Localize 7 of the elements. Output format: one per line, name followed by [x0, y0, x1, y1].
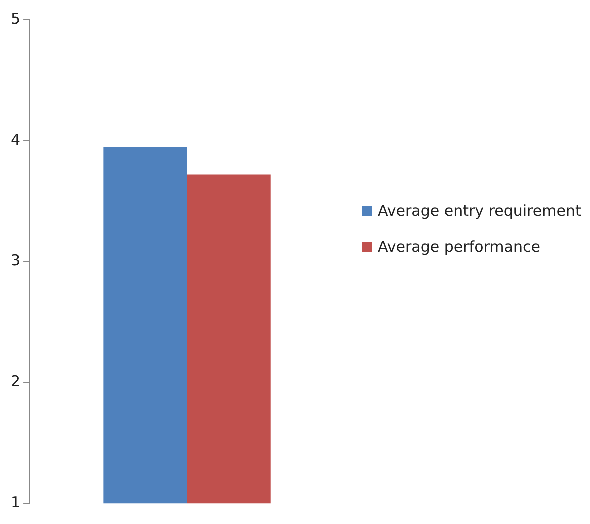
y-tick-label: 4 [10, 130, 21, 149]
y-tick-label: 2 [10, 372, 21, 391]
legend-label: Average entry requirement [378, 201, 582, 222]
y-tick-label: 1 [10, 493, 21, 512]
y-tick-label: 3 [10, 252, 21, 270]
legend-label: Average performance [378, 237, 540, 258]
y-tick-label: 5 [10, 10, 21, 28]
